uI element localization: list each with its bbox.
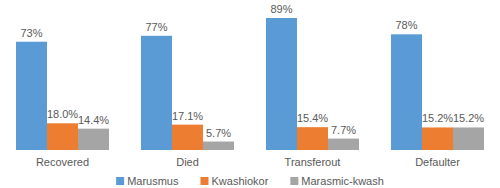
data-label: 18.0% [47,108,78,120]
data-label: 73% [20,27,42,39]
data-label: 15.2% [453,112,484,124]
x-axis: Recovered Died Transferout Defaulter [36,156,460,168]
data-label: 14.4% [78,114,109,126]
legend-item: Marusmus [116,175,179,187]
legend-swatch [290,177,298,185]
bar [172,125,203,150]
x-tick-label: Transferout [285,156,341,168]
bars [16,18,484,150]
legend-swatch [116,177,124,185]
x-tick-label: Defaulter [415,156,460,168]
legend-swatch [200,177,208,185]
chart: 73% 18.0%14.4% 77% 17.1%5.7% 89% 15.4%7.7% 78%… [0,0,500,188]
legend-label: Marusmus [127,175,179,187]
bar [78,129,109,150]
data-label: 15.4% [297,112,328,124]
legend-label: Kwashiokor [211,175,268,187]
bar [391,34,422,150]
legend: Marusmus Kwashiokor Marasmic-kwash [116,175,384,187]
x-tick-label: Died [176,156,199,168]
data-label: 17.1% [172,110,203,122]
bar [203,142,234,150]
bar [297,127,328,150]
legend-item: Kwashiokor [200,175,268,187]
bar [47,123,78,150]
legend-label: Marasmic-kwash [301,175,384,187]
bar [453,127,484,150]
bar [422,127,453,150]
data-label: 5.7% [206,127,231,139]
bar [266,18,297,150]
data-label: 89% [270,3,292,15]
data-label: 77% [145,21,167,33]
bar [328,139,359,150]
bar [16,42,47,150]
data-labels: 73% 18.0%14.4% 77% 17.1%5.7% 89% 15.4%7.7% 78%… [20,3,484,139]
data-label: 78% [395,19,417,31]
x-tick-label: Recovered [36,156,89,168]
legend-item: Marasmic-kwash [290,175,384,187]
data-label: 15.2% [422,112,453,124]
bar [141,36,172,150]
data-label: 7.7% [331,124,356,136]
